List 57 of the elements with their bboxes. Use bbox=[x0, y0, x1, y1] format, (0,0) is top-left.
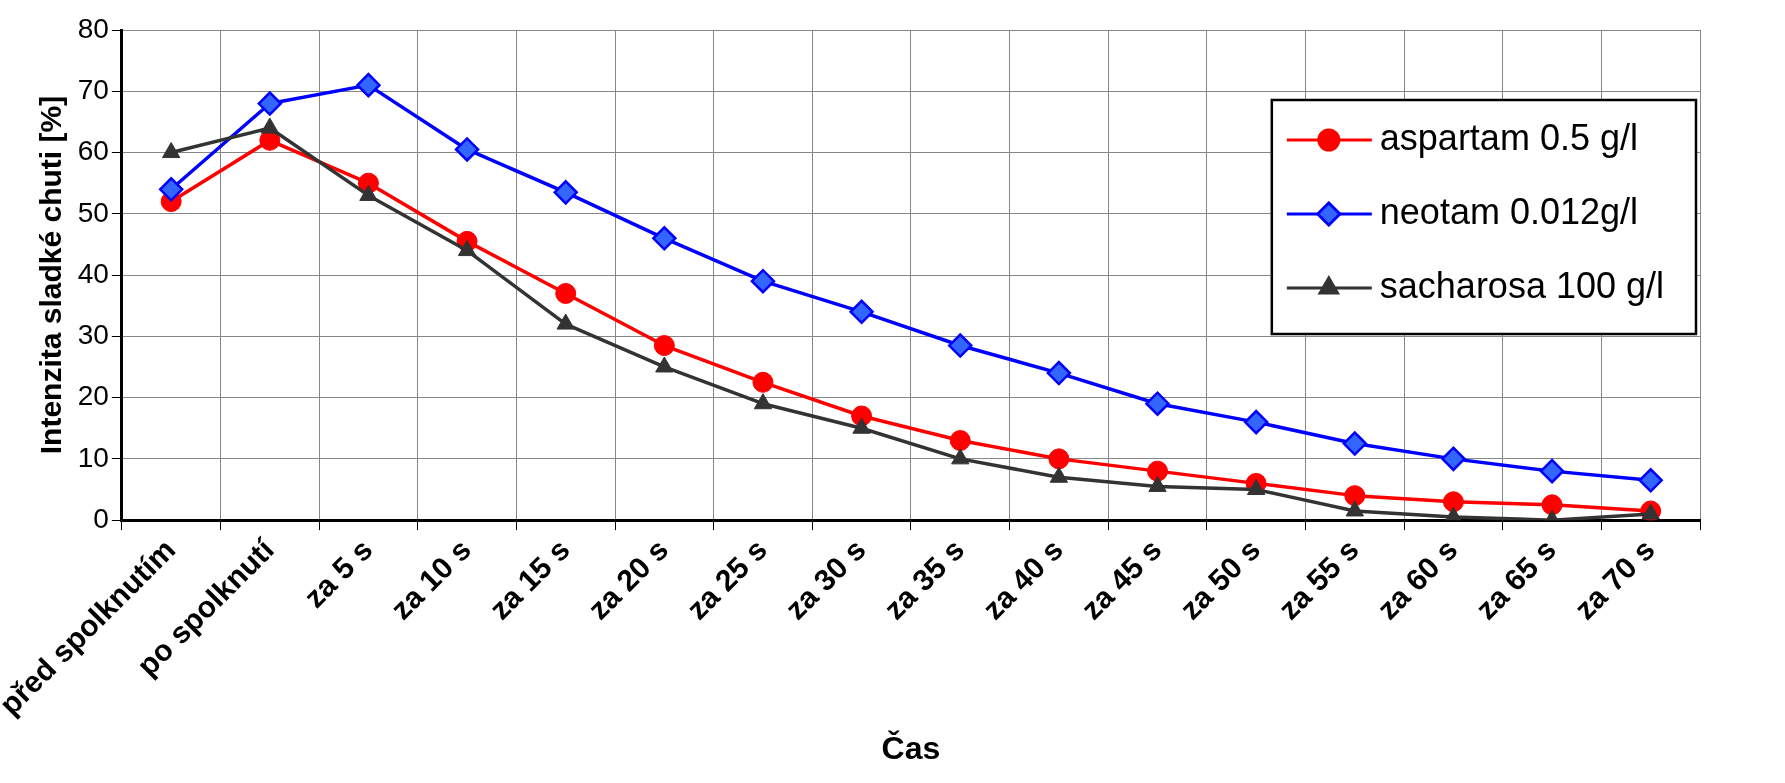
point bbox=[553, 180, 578, 205]
point bbox=[1541, 494, 1563, 516]
point bbox=[1638, 468, 1663, 493]
point bbox=[158, 177, 184, 202]
point bbox=[652, 226, 677, 251]
point bbox=[1048, 448, 1070, 470]
point bbox=[1344, 485, 1366, 507]
legend-label: sacharosa 100 g/l bbox=[1379, 264, 1664, 306]
point bbox=[947, 333, 973, 358]
point bbox=[1145, 391, 1170, 416]
point bbox=[1246, 479, 1266, 496]
y-axis-title: Intenzita sladké chuti [%] bbox=[33, 95, 67, 455]
y-tick-label: 10 bbox=[77, 441, 109, 473]
point bbox=[457, 240, 477, 257]
y-tick-label: 70 bbox=[77, 73, 109, 105]
legend-label: aspartam 0.5 g/l bbox=[1379, 116, 1638, 158]
x-tick-label: za 70 s bbox=[1567, 532, 1661, 626]
point bbox=[1539, 458, 1565, 484]
x-tick-label: za 25 s bbox=[680, 532, 774, 626]
point bbox=[162, 142, 181, 159]
point bbox=[849, 299, 874, 325]
point bbox=[949, 429, 971, 451]
x-tick-label: za 5 s bbox=[297, 532, 379, 614]
x-tick-label: za 60 s bbox=[1370, 532, 1464, 626]
point bbox=[356, 72, 381, 98]
x-tick-label: za 45 s bbox=[1074, 532, 1168, 626]
point bbox=[1342, 431, 1368, 456]
point bbox=[257, 91, 283, 116]
x-axis-title: Čas bbox=[881, 729, 941, 766]
x-tick-label: za 35 s bbox=[877, 532, 971, 626]
x-tick-label: za 65 s bbox=[1469, 532, 1563, 626]
y-tick-label: 20 bbox=[77, 380, 109, 412]
point bbox=[653, 335, 675, 357]
y-tick-label: 80 bbox=[77, 12, 109, 44]
x-tick-label: za 40 s bbox=[976, 532, 1069, 626]
point bbox=[1046, 360, 1072, 386]
point bbox=[1243, 409, 1269, 435]
x-tick-label: za 30 s bbox=[778, 532, 872, 626]
y-tick-label: 30 bbox=[77, 319, 109, 351]
legend-label: neotam 0.012g/l bbox=[1379, 190, 1638, 232]
y-tick-label: 40 bbox=[77, 257, 109, 289]
y-tick-label: 50 bbox=[77, 196, 109, 228]
x-tick-label: za 15 s bbox=[482, 532, 576, 626]
point bbox=[555, 282, 577, 304]
x-tick-label: za 20 s bbox=[581, 532, 675, 626]
y-tick-label: 60 bbox=[77, 135, 109, 167]
x-tick-label: za 50 s bbox=[1173, 532, 1267, 626]
x-tick-label: za 55 s bbox=[1271, 532, 1365, 626]
point bbox=[1147, 460, 1169, 482]
point bbox=[753, 393, 773, 410]
point bbox=[1441, 446, 1466, 472]
x-tick-label: za 10 s bbox=[384, 532, 478, 626]
point bbox=[1442, 491, 1464, 513]
point bbox=[454, 137, 480, 162]
y-tick-label: 0 bbox=[93, 502, 109, 534]
point bbox=[750, 268, 776, 294]
point bbox=[752, 371, 774, 393]
